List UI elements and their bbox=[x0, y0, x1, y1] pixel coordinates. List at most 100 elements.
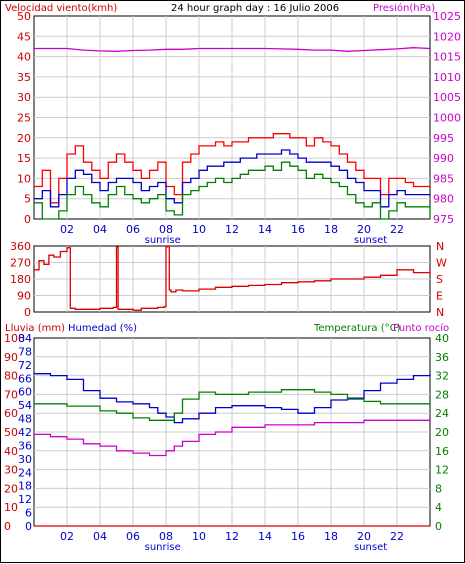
pressure-tick-label: 975 bbox=[433, 213, 454, 226]
chart-title: 24 hour graph day : 16 Julio 2006 bbox=[171, 3, 339, 14]
x-tick-label: 14 bbox=[258, 530, 272, 543]
pressure-tick-label: 1005 bbox=[433, 91, 461, 104]
humidity-tick-label: 66 bbox=[18, 372, 32, 385]
x-tick-label: 08 bbox=[159, 530, 173, 543]
pressure-tick-label: 1020 bbox=[433, 30, 461, 43]
direction-tick-label: 270 bbox=[10, 257, 31, 270]
rain-axis-label: Lluvia (mm) bbox=[5, 323, 65, 334]
rain-tick-label: 70 bbox=[4, 388, 18, 401]
rain-tick-label: 80 bbox=[4, 370, 18, 383]
x-tick-label: 22 bbox=[390, 223, 404, 236]
temperature-tick-label: 4 bbox=[435, 501, 442, 514]
x-tick-label: 12 bbox=[225, 530, 239, 543]
wind-tick-label: 25 bbox=[17, 112, 31, 125]
temperature-tick-label: 24 bbox=[435, 407, 449, 420]
humidity-tick-label: 18 bbox=[18, 480, 32, 493]
x-tick-label: 10 bbox=[192, 223, 206, 236]
pressure-tick-label: 980 bbox=[433, 193, 454, 206]
pressure-series bbox=[34, 47, 431, 52]
wind-tick-label: 10 bbox=[17, 172, 31, 185]
humidity-tick-label: 60 bbox=[18, 386, 32, 399]
sunrise-label: sunrise bbox=[145, 235, 181, 246]
dewpoint-series bbox=[34, 419, 430, 457]
rain-tick-label: 100 bbox=[4, 332, 25, 345]
pressure-tick-label: 995 bbox=[433, 132, 454, 145]
temperature-tick-label: 20 bbox=[435, 426, 449, 439]
x-tick-label: 08 bbox=[159, 223, 173, 236]
wind-average-series bbox=[34, 149, 430, 208]
humidity-tick-label: 6 bbox=[25, 507, 32, 520]
x-tick-label: 20 bbox=[357, 530, 371, 543]
temperature-tick-label: 16 bbox=[435, 445, 449, 458]
compass-label: N bbox=[436, 306, 444, 319]
wind-tick-label: 0 bbox=[24, 213, 31, 226]
pressure-tick-label: 1025 bbox=[433, 10, 461, 23]
humidity-tick-label: 36 bbox=[18, 439, 32, 452]
wind-gust-series bbox=[34, 133, 430, 204]
x-tick-label: 20 bbox=[357, 223, 371, 236]
wind-tick-label: 20 bbox=[17, 132, 31, 145]
wind-direction-series bbox=[34, 245, 431, 311]
wind-tick-label: 45 bbox=[17, 30, 31, 43]
compass-label: N bbox=[436, 240, 444, 253]
rain-tick-label: 10 bbox=[4, 501, 18, 514]
dewpoint-axis-label: Punto rocío bbox=[393, 322, 449, 334]
temperature-tick-label: 28 bbox=[435, 388, 449, 401]
sunset-label: sunset bbox=[354, 542, 387, 553]
compass-label: S bbox=[436, 273, 443, 286]
direction-tick-label: 360 bbox=[10, 240, 31, 253]
x-tick-label: 12 bbox=[225, 223, 239, 236]
temperature-tick-label: 32 bbox=[435, 370, 449, 383]
temperature-axis-label: Temperatura (°C) bbox=[313, 323, 401, 334]
x-tick-label: 04 bbox=[93, 530, 107, 543]
rain-tick-label: 0 bbox=[4, 520, 11, 533]
direction-tick-label: 90 bbox=[17, 290, 31, 303]
humidity-tick-label: 48 bbox=[18, 413, 32, 426]
wind-tick-label: 5 bbox=[24, 193, 31, 206]
wind-tick-label: 30 bbox=[17, 91, 31, 104]
x-tick-label: 14 bbox=[258, 223, 272, 236]
x-tick-label: 18 bbox=[324, 530, 338, 543]
humidity-series bbox=[34, 373, 431, 424]
rain-tick-label: 60 bbox=[4, 407, 18, 420]
humidity-tick-label: 30 bbox=[18, 453, 32, 466]
wind-tick-label: 40 bbox=[17, 51, 31, 64]
wind-axis-label: Velocidad viento(kmh) bbox=[5, 3, 117, 14]
temperature-tick-label: 0 bbox=[435, 520, 442, 533]
x-tick-label: 06 bbox=[126, 223, 140, 236]
humidity-axis-label: Humedad (%) bbox=[68, 323, 137, 334]
wind-tick-label: 35 bbox=[17, 71, 31, 84]
temperature-tick-label: 36 bbox=[435, 351, 449, 364]
direction-tick-label: 0 bbox=[24, 306, 31, 319]
rain-tick-label: 40 bbox=[4, 445, 18, 458]
x-tick-label: 16 bbox=[291, 530, 305, 543]
x-tick-label: 02 bbox=[60, 530, 74, 543]
pressure-axis-label: Presión(hPa) bbox=[373, 2, 435, 14]
humidity-tick-label: 24 bbox=[18, 466, 32, 479]
wind-tick-label: 15 bbox=[17, 152, 31, 165]
humidity-tick-label: 84 bbox=[18, 332, 32, 345]
pressure-tick-label: 1010 bbox=[433, 71, 461, 84]
humidity-tick-label: 12 bbox=[18, 493, 32, 506]
direction-tick-label: 180 bbox=[10, 273, 31, 286]
temperature-tick-label: 12 bbox=[435, 464, 449, 477]
x-tick-label: 10 bbox=[192, 530, 206, 543]
x-tick-label: 18 bbox=[324, 223, 338, 236]
x-tick-label: 22 bbox=[390, 530, 404, 543]
compass-label: W bbox=[436, 257, 447, 270]
temperature-series bbox=[34, 389, 430, 421]
pressure-tick-label: 1000 bbox=[433, 112, 461, 125]
rain-tick-label: 50 bbox=[4, 426, 18, 439]
sunrise-label: sunrise bbox=[145, 542, 181, 553]
wind-green-series bbox=[34, 161, 431, 220]
x-tick-label: 02 bbox=[60, 223, 74, 236]
compass-label: E bbox=[436, 290, 443, 303]
pressure-tick-label: 990 bbox=[433, 152, 454, 165]
rain-tick-label: 20 bbox=[4, 482, 18, 495]
humidity-tick-label: 54 bbox=[18, 399, 32, 412]
humidity-tick-label: 42 bbox=[18, 426, 32, 439]
x-tick-label: 04 bbox=[93, 223, 107, 236]
x-tick-label: 16 bbox=[291, 223, 305, 236]
